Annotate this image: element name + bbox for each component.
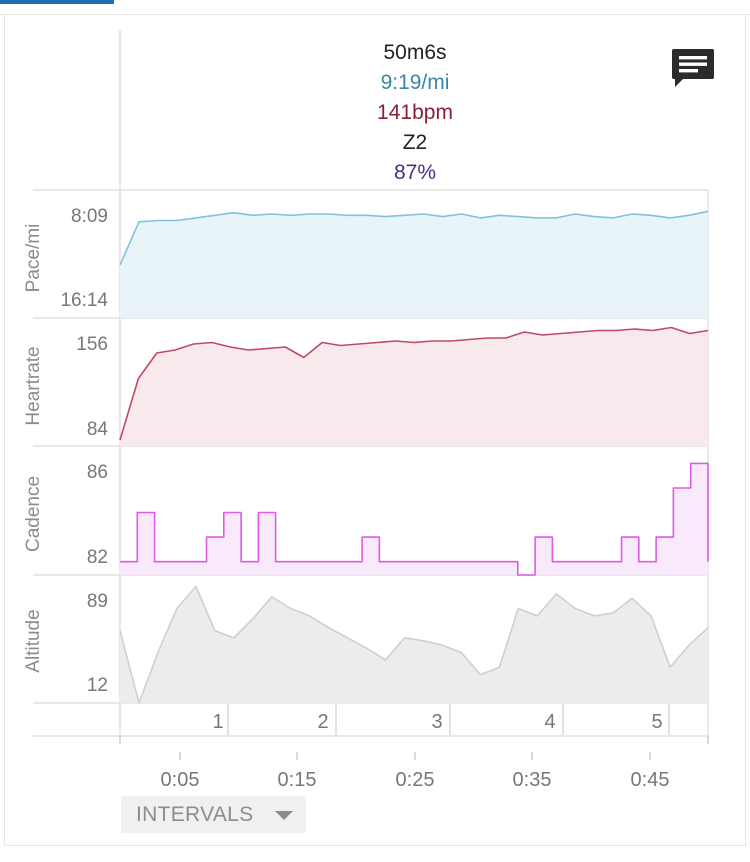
interval-label-1: 2 — [317, 711, 328, 733]
comment-icon — [672, 49, 714, 87]
pace-tick-label-0: 8:09 — [71, 206, 108, 227]
x-tick-label-0: 0:05 — [161, 769, 200, 791]
cadence-axis-label: Cadence — [23, 476, 44, 552]
interval-label-3: 4 — [544, 711, 555, 733]
cadence-tick-label-0: 86 — [87, 462, 108, 483]
altitude-tick-label-1: 12 — [87, 675, 108, 696]
heartrate-area — [120, 327, 708, 446]
cadence-tick-label-1: 82 — [87, 547, 108, 568]
activity-chart-card — [4, 14, 746, 846]
top-divider — [0, 14, 750, 15]
summary-zone: Z2 — [402, 131, 428, 154]
x-tick-label-3: 0:35 — [513, 769, 552, 791]
heartrate-tick-label-1: 84 — [87, 419, 109, 440]
chevron-down-icon — [275, 811, 293, 820]
pace-area — [120, 211, 708, 318]
heartrate-line — [119, 326, 709, 441]
cadence-area — [120, 463, 708, 575]
interval-label-0: 1 — [212, 711, 223, 733]
summary-duration: 50m6s — [383, 41, 447, 64]
comment-button[interactable] — [671, 47, 715, 89]
summary-pace: 9:19/mi — [380, 71, 450, 94]
heartrate-tick-label-0: 156 — [76, 334, 108, 355]
altitude-axis-label: Altitude — [23, 609, 44, 672]
altitude-area — [120, 586, 708, 703]
pace-axis-label: Pace/mi — [23, 224, 44, 293]
cadence-line — [120, 462, 709, 576]
pace-line — [119, 210, 709, 266]
x-tick-label-1: 0:15 — [278, 769, 317, 791]
hover-summary: 50m6s 9:19/mi 141bpm Z2 87% — [120, 38, 710, 188]
summary-heartrate: 141bpm — [377, 101, 453, 124]
interval-label-4: 5 — [651, 711, 662, 733]
active-tab-indicator — [0, 0, 114, 4]
altitude-line — [119, 585, 709, 704]
intervals-dropdown-label: INTERVALS — [136, 803, 254, 826]
x-tick-label-4: 0:45 — [631, 769, 670, 791]
altitude-tick-label-0: 89 — [87, 591, 108, 612]
x-tick-label-2: 0:25 — [396, 769, 435, 791]
pace-tick-label-1: 16:14 — [60, 290, 108, 311]
interval-label-2: 3 — [431, 711, 442, 733]
intervals-dropdown[interactable]: INTERVALS — [121, 796, 306, 833]
heartrate-axis-label: Heartrate — [23, 346, 44, 425]
summary-percent: 87% — [393, 161, 437, 184]
